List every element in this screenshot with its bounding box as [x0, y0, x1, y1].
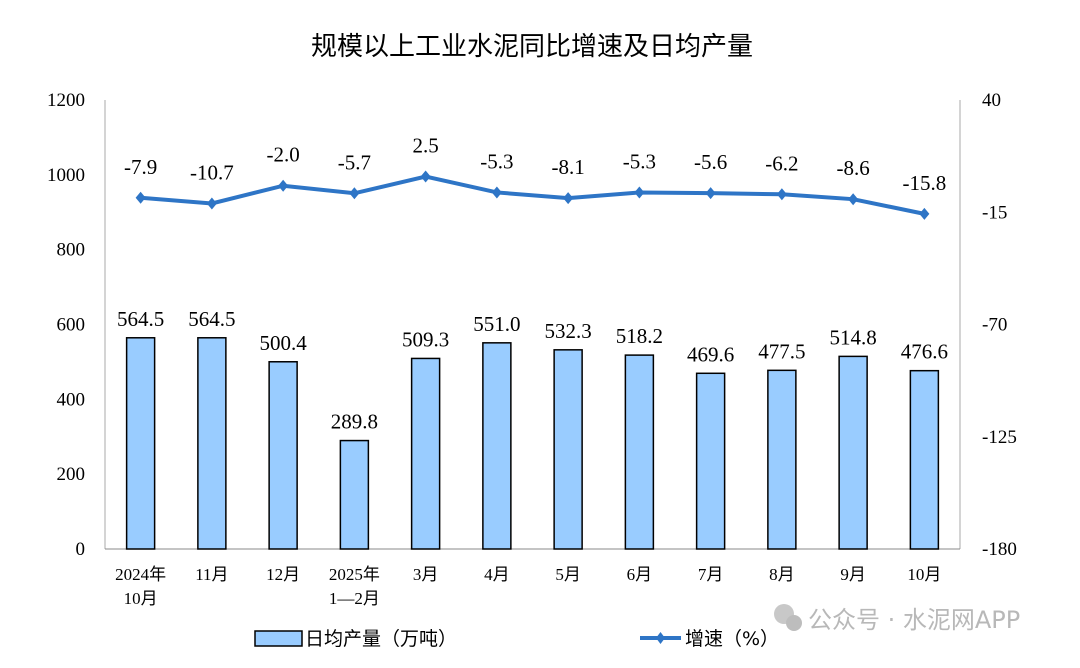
- bar: [339, 439, 370, 550]
- right-tick-label: -125: [982, 427, 1017, 448]
- line-data-label: -2.0: [267, 143, 300, 167]
- right-tick-label: -70: [982, 315, 1007, 336]
- wechat-icon-bubble: [786, 615, 802, 631]
- left-tick-label: 600: [57, 315, 86, 336]
- line-data-label: -5.7: [338, 150, 371, 174]
- left-tick-label: 200: [57, 464, 86, 485]
- line-point-marker: [420, 170, 431, 183]
- bar: [838, 355, 868, 550]
- bar: [553, 349, 583, 550]
- bar-data-label: 476.6: [901, 340, 948, 364]
- bar: [482, 342, 512, 550]
- line-data-label: -7.9: [124, 155, 157, 179]
- line-point-marker: [135, 191, 146, 204]
- legend-bar-label: 日均产量（万吨）: [305, 628, 457, 650]
- left-tick-label: 800: [57, 240, 86, 261]
- bar: [767, 369, 797, 550]
- line-data-label: 2.5: [413, 134, 439, 158]
- legend: 日均产量（万吨） 增速（%）: [254, 628, 779, 650]
- x-tick-label: 10月: [907, 565, 941, 584]
- line-data-label: -5.3: [480, 149, 513, 173]
- x-tick-label: 2024年: [115, 565, 166, 584]
- line-data-label: -15.8: [903, 171, 947, 195]
- x-tick-label: 3月: [413, 565, 439, 584]
- growth-line: [140, 174, 925, 216]
- bar-data-label: 551.0: [473, 312, 520, 336]
- line-point-marker: [491, 186, 502, 199]
- line-data-label: -5.3: [623, 149, 656, 173]
- x-tick-label: 2025年: [329, 565, 380, 584]
- line-point-marker: [776, 188, 787, 201]
- line-point-marker: [705, 187, 716, 200]
- bar: [125, 337, 156, 550]
- legend-bar-swatch: [254, 630, 303, 647]
- right-tick-label: -15: [982, 202, 1007, 223]
- bar-data-label: 514.8: [830, 325, 877, 349]
- x-tick-label: 4月: [484, 565, 510, 584]
- bar: [695, 372, 726, 550]
- line-data-label: -5.6: [694, 150, 727, 174]
- bar: [624, 354, 655, 550]
- line-data-label: -10.7: [190, 160, 234, 184]
- x-tick-label: 9月: [840, 565, 866, 584]
- chart-title: 规模以上工业水泥同比增速及日均产量: [311, 32, 753, 62]
- watermark-text: 公众号 · 水泥网APP: [808, 606, 1020, 634]
- watermark: 公众号 · 水泥网APP: [774, 604, 1020, 634]
- line-data-label: -8.1: [552, 155, 585, 179]
- legend-line-label: 增速（%）: [685, 628, 779, 650]
- x-tick-label: 10月: [124, 589, 158, 608]
- line-data-label: -6.2: [765, 151, 798, 175]
- bar: [410, 357, 441, 550]
- x-tick-label: 12月: [266, 565, 300, 584]
- bar-data-label: 564.5: [117, 307, 164, 331]
- line-point-marker: [919, 207, 930, 220]
- x-tick-label: 5月: [555, 565, 581, 584]
- line-point-marker: [634, 186, 645, 199]
- line-point-marker: [349, 187, 360, 200]
- line-point-marker: [563, 192, 574, 205]
- bar-data-label: 564.5: [188, 307, 235, 331]
- right-tick-label: 40: [982, 90, 1001, 111]
- bar-data-label: 289.8: [331, 410, 378, 434]
- left-tick-label: 0: [76, 539, 86, 560]
- x-tick-label: 11月: [195, 565, 228, 584]
- x-tick-label: 8月: [769, 565, 795, 584]
- bar: [268, 361, 298, 550]
- legend-line-marker: [656, 632, 665, 644]
- right-tick-label: -180: [982, 539, 1017, 560]
- bar: [909, 369, 940, 550]
- bar-data-label: 509.3: [402, 327, 449, 351]
- line-point-marker: [848, 193, 859, 206]
- bar: [197, 337, 227, 550]
- x-tick-label: 1—2月: [329, 589, 380, 608]
- left-tick-label: 1200: [47, 90, 85, 111]
- bar-data-label: 477.5: [758, 339, 805, 363]
- bar-data-label: 500.4: [260, 331, 308, 355]
- bar-data-label: 518.2: [616, 324, 663, 348]
- left-tick-label: 400: [57, 389, 86, 410]
- x-tick-label: 6月: [627, 565, 653, 584]
- line-point-marker: [206, 197, 217, 210]
- line-point-marker: [278, 179, 289, 192]
- x-tick-label: 7月: [698, 565, 724, 584]
- bar-data-label: 532.3: [545, 319, 592, 343]
- line-data-label: -8.6: [837, 156, 870, 180]
- bar-data-label: 469.6: [687, 342, 734, 366]
- left-tick-label: 1000: [47, 165, 85, 186]
